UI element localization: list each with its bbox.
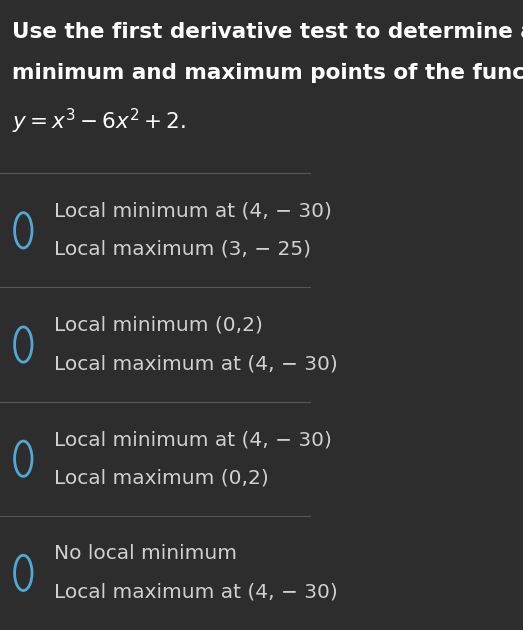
Text: Local maximum (3, − 25): Local maximum (3, − 25) — [54, 240, 311, 259]
Text: minimum and maximum points of the function: minimum and maximum points of the functi… — [13, 63, 523, 83]
Text: Local maximum (0,2): Local maximum (0,2) — [54, 468, 269, 487]
Text: $y = x^3 - 6x^2 + 2.$: $y = x^3 - 6x^2 + 2.$ — [13, 107, 187, 136]
Text: Local maximum at (4, − 30): Local maximum at (4, − 30) — [54, 354, 338, 373]
Text: Use the first derivative test to determine all local: Use the first derivative test to determi… — [13, 22, 523, 42]
Text: Local maximum at (4, − 30): Local maximum at (4, − 30) — [54, 583, 338, 602]
Text: Local minimum (0,2): Local minimum (0,2) — [54, 316, 263, 335]
Text: No local minimum: No local minimum — [54, 544, 237, 563]
Text: Local minimum at (4, − 30): Local minimum at (4, − 30) — [54, 202, 332, 220]
Text: Local minimum at (4, − 30): Local minimum at (4, − 30) — [54, 430, 332, 449]
